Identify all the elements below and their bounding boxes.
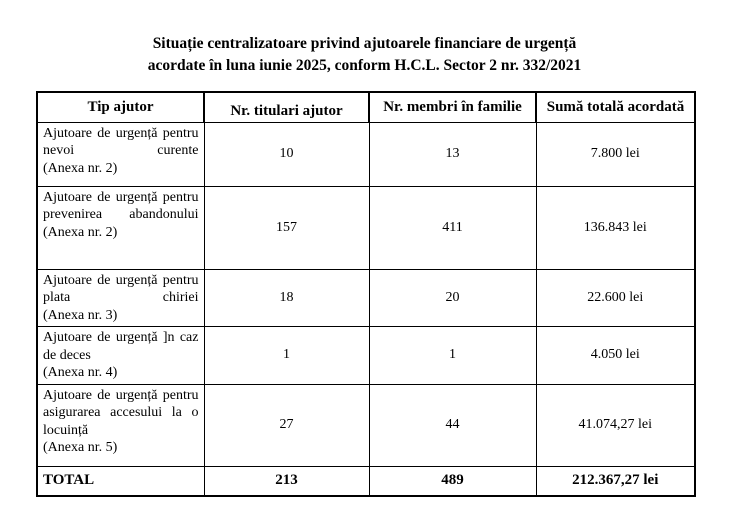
header-row: Tip ajutor Nr. titulari ajutor Nr. membr…	[36, 91, 696, 123]
table-row: Ajutoare de urgență pentru prevenirea ab…	[36, 185, 696, 270]
column-header-nr-membri-familie: Nr. membri în familie	[368, 91, 537, 123]
aid-type-cell: Ajutoare de urgență pentru asigurarea ac…	[36, 383, 205, 467]
total-nr-membri: 489	[368, 465, 537, 497]
total-suma: 212.367,27 lei	[535, 465, 696, 497]
aid-type-anexa: (Anexa nr. 2)	[43, 224, 118, 240]
total-nr-titulari: 213	[203, 465, 370, 497]
column-header-tip-ajutor: Tip ajutor	[36, 91, 205, 123]
suma-cell: 136.843 lei	[535, 185, 696, 270]
aid-type-anexa: (Anexa nr. 5)	[43, 440, 118, 455]
document-title: Situație centralizatoare privind ajutoar…	[0, 0, 729, 77]
table-row: Ajutoare de urgență ]n caz de deces (Anex…	[36, 326, 696, 385]
column-header-nr-titulari-ajutor: Nr. titulari ajutor	[203, 91, 370, 123]
total-row: TOTAL 213 489 212.367,27 lei	[36, 465, 696, 497]
suma-cell: 41.074,27 lei	[535, 383, 696, 467]
table-row: Ajutoare de urgență pentru plata chiriei…	[36, 268, 696, 327]
aid-summary-table: Tip ajutor Nr. titulari ajutor Nr. membr…	[36, 91, 696, 497]
title-line-1: Situație centralizatoare privind ajutoar…	[152, 35, 577, 52]
suma-cell: 22.600 lei	[535, 268, 696, 327]
suma-cell: 7.800 lei	[535, 121, 696, 187]
aid-type-cell: Ajutoare de urgență pentru plata chiriei…	[36, 268, 205, 327]
nr-membri-cell: 44	[368, 383, 537, 467]
aid-type-cell: Ajutoare de urgență pentru prevenirea ab…	[36, 185, 205, 270]
nr-membri-cell: 411	[368, 185, 537, 270]
nr-membri-cell: 1	[368, 326, 537, 385]
aid-type-text: Ajutoare de urgență pentru prevenirea ab…	[43, 189, 199, 223]
column-header-suma-totala: Sumă totală acordată	[535, 91, 696, 123]
aid-type-text: Ajutoare de urgență pentru nevoi curente	[43, 125, 199, 159]
suma-cell: 4.050 lei	[535, 326, 696, 385]
aid-type-cell: Ajutoare de urgență pentru nevoi curente…	[36, 121, 205, 187]
aid-type-cell: Ajutoare de urgență ]n caz de deces (Anex…	[36, 326, 205, 385]
nr-titulari-cell: 157	[203, 185, 370, 270]
aid-type-text: Ajutoare de urgență pentru plata chiriei	[43, 272, 199, 306]
table-row: Ajutoare de urgență pentru asigurarea ac…	[36, 383, 696, 467]
nr-titulari-cell: 18	[203, 268, 370, 327]
nr-titulari-cell: 10	[203, 121, 370, 187]
aid-type-anexa: (Anexa nr. 3)	[43, 307, 118, 323]
nr-membri-cell: 13	[368, 121, 537, 187]
total-label: TOTAL	[36, 465, 205, 497]
table-row: Ajutoare de urgență pentru nevoi curente…	[36, 121, 696, 187]
title-line-2: acordate în luna iunie 2025, conform H.C…	[147, 57, 582, 74]
aid-type-anexa: (Anexa nr. 4)	[43, 365, 118, 380]
aid-type-text: Ajutoare de urgență pentru asigurarea ac…	[43, 387, 199, 438]
nr-membri-cell: 20	[368, 268, 537, 327]
nr-titulari-cell: 1	[203, 326, 370, 385]
nr-titulari-cell: 27	[203, 383, 370, 467]
aid-type-text: Ajutoare de urgență ]n caz de deces	[43, 330, 199, 363]
aid-type-anexa: (Anexa nr. 2)	[43, 160, 118, 176]
